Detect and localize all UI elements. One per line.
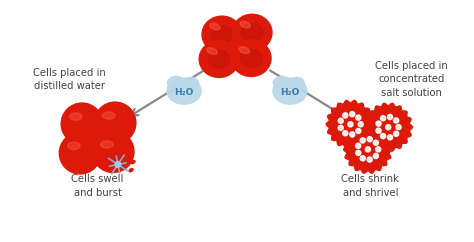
Circle shape [381,134,386,139]
Circle shape [92,131,134,173]
Circle shape [343,113,348,118]
Circle shape [365,147,371,152]
Circle shape [376,147,381,152]
Ellipse shape [211,26,233,44]
Ellipse shape [70,113,82,120]
Circle shape [350,112,355,117]
Ellipse shape [289,77,304,90]
Circle shape [367,137,372,142]
Ellipse shape [207,48,217,54]
Circle shape [373,140,378,145]
Ellipse shape [129,169,133,172]
Circle shape [338,118,343,123]
Circle shape [356,128,361,134]
Circle shape [356,143,361,148]
Ellipse shape [273,78,307,104]
Ellipse shape [239,47,249,53]
Ellipse shape [202,16,242,53]
Circle shape [343,131,348,136]
Circle shape [356,150,361,155]
Circle shape [376,121,381,126]
Ellipse shape [241,24,263,42]
Ellipse shape [131,161,135,164]
Text: H₂O: H₂O [280,88,300,97]
Polygon shape [364,103,412,151]
Circle shape [59,132,101,174]
Circle shape [358,122,364,127]
Circle shape [376,128,381,133]
Ellipse shape [68,142,80,150]
Circle shape [393,118,399,123]
Ellipse shape [102,112,115,119]
Circle shape [338,125,343,130]
Circle shape [360,156,365,161]
Circle shape [356,115,361,120]
Polygon shape [344,126,392,173]
Circle shape [393,131,399,136]
Ellipse shape [273,76,291,89]
Circle shape [61,103,103,145]
Ellipse shape [208,50,230,68]
Text: Cells shrink
and shrivel: Cells shrink and shrivel [341,174,399,198]
Circle shape [367,157,372,162]
Text: Cells swell
and burst: Cells swell and burst [72,174,124,198]
Ellipse shape [127,153,130,157]
Circle shape [396,125,401,130]
Circle shape [387,114,392,120]
Circle shape [360,138,365,143]
Ellipse shape [210,23,220,30]
Ellipse shape [100,141,113,148]
Circle shape [386,125,391,130]
Ellipse shape [167,76,184,89]
Ellipse shape [167,78,201,104]
Ellipse shape [240,49,262,67]
Circle shape [387,135,392,140]
Circle shape [373,153,378,159]
Text: Cells placed in
concentrated
salt solution: Cells placed in concentrated salt soluti… [375,61,448,98]
Text: Cells placed in
distilled water: Cells placed in distilled water [33,68,106,91]
Ellipse shape [232,14,272,51]
Ellipse shape [199,41,239,77]
Ellipse shape [240,21,250,28]
Circle shape [350,132,355,137]
Polygon shape [326,100,374,148]
Circle shape [381,116,386,121]
Circle shape [348,122,353,127]
Ellipse shape [231,40,271,76]
Circle shape [115,162,121,167]
Circle shape [94,102,136,144]
Ellipse shape [183,77,199,90]
Text: H₂O: H₂O [174,88,194,97]
